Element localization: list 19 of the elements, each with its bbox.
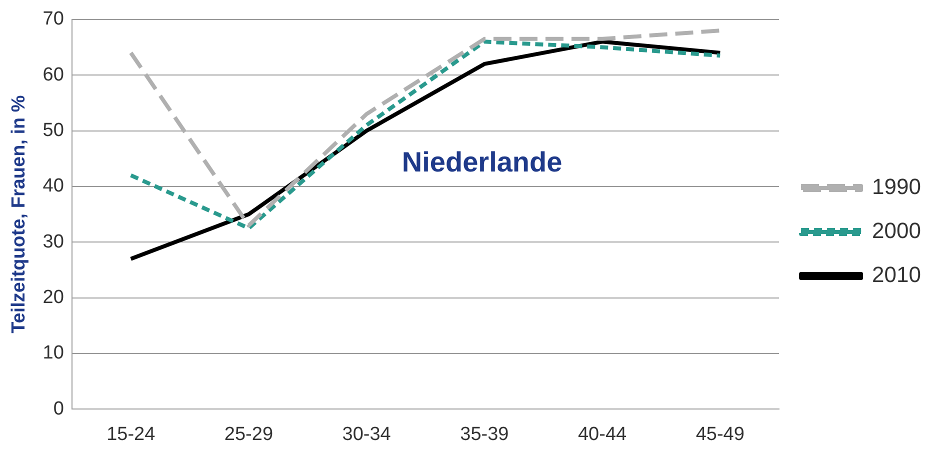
y-tick-label: 60	[42, 64, 64, 86]
y-tick-label: 10	[42, 342, 64, 364]
x-tick-label: 30-34	[342, 424, 392, 445]
legend-label: 1990	[872, 174, 922, 200]
legend-label: 2010	[872, 262, 922, 288]
y-tick-label: 70	[42, 8, 64, 30]
x-tick-label: 40-44	[578, 424, 627, 445]
y-tick-label: 0	[53, 398, 64, 420]
y-axis-title: Teilzeitquote, Frauen, in %	[8, 95, 30, 334]
annotation: Niederlande	[402, 146, 562, 178]
y-tick-label: 20	[42, 287, 64, 308]
y-tick-label: 30	[42, 231, 64, 252]
x-tick-label: 45-49	[696, 424, 744, 445]
x-tick-label: 35-39	[460, 424, 509, 445]
legend-label: 2000	[872, 218, 922, 244]
x-tick-label: 25-29	[224, 424, 274, 445]
y-tick-label: 40	[42, 176, 64, 197]
x-tick-label: 15-24	[106, 424, 156, 445]
y-tick-label: 50	[42, 120, 64, 142]
